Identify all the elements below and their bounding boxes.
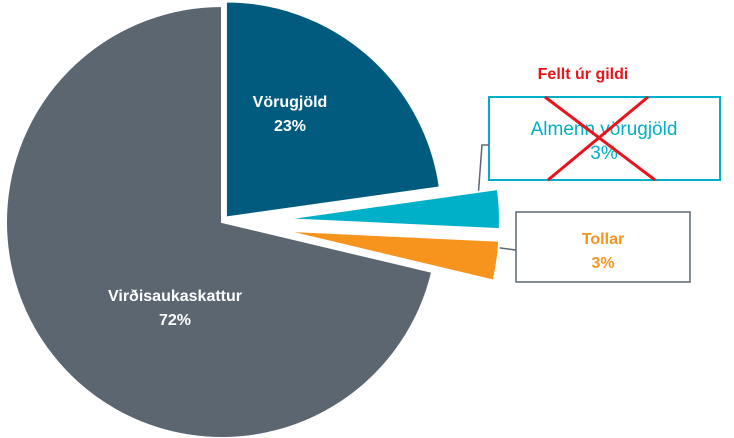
cross-out bbox=[547, 95, 649, 182]
pie-slice bbox=[283, 187, 501, 231]
label-box bbox=[488, 96, 721, 181]
pie-slice bbox=[283, 229, 501, 282]
annotation: Fellt úr gildi bbox=[538, 66, 629, 83]
slice-value: 3% bbox=[591, 255, 614, 272]
slice-label: Vörugjöld bbox=[253, 94, 328, 111]
slice-value: 23% bbox=[274, 118, 306, 135]
slice-label: Virðisaukaskattur bbox=[108, 288, 242, 305]
leader-line bbox=[477, 144, 489, 199]
label-box bbox=[515, 211, 691, 283]
slice-label: Almenn vörugjöld bbox=[531, 119, 678, 140]
pie-slice bbox=[224, 0, 441, 219]
slice-value: 3% bbox=[590, 143, 618, 164]
slice-label: Tollar bbox=[582, 231, 624, 248]
slice-value: 72% bbox=[159, 312, 191, 329]
pie-slice bbox=[5, 4, 434, 438]
